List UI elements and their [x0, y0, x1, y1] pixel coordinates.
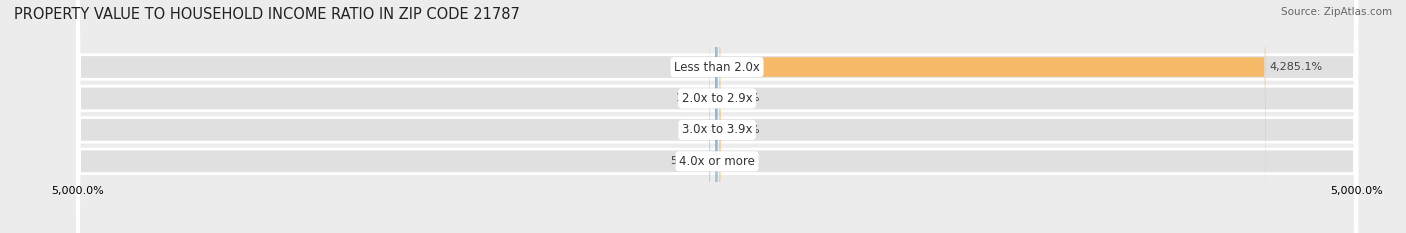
FancyBboxPatch shape — [717, 0, 720, 233]
Text: Source: ZipAtlas.com: Source: ZipAtlas.com — [1281, 7, 1392, 17]
FancyBboxPatch shape — [717, 0, 720, 233]
Text: Less than 2.0x: Less than 2.0x — [673, 61, 761, 74]
Text: 27.7%: 27.7% — [724, 125, 761, 135]
FancyBboxPatch shape — [716, 0, 717, 233]
Text: 16.0%: 16.0% — [676, 62, 711, 72]
FancyBboxPatch shape — [717, 0, 1265, 233]
FancyBboxPatch shape — [77, 0, 1357, 233]
FancyBboxPatch shape — [716, 0, 717, 233]
FancyBboxPatch shape — [717, 0, 721, 233]
Text: 4,285.1%: 4,285.1% — [1270, 62, 1322, 72]
Text: 4.0x or more: 4.0x or more — [679, 155, 755, 168]
Text: 18.6%: 18.6% — [723, 156, 759, 166]
Text: PROPERTY VALUE TO HOUSEHOLD INCOME RATIO IN ZIP CODE 21787: PROPERTY VALUE TO HOUSEHOLD INCOME RATIO… — [14, 7, 520, 22]
Text: 2.0x to 2.9x: 2.0x to 2.9x — [682, 92, 752, 105]
FancyBboxPatch shape — [77, 0, 1357, 233]
Text: 13.8%: 13.8% — [676, 93, 711, 103]
FancyBboxPatch shape — [716, 0, 717, 233]
FancyBboxPatch shape — [710, 0, 717, 233]
Text: 3.0x to 3.9x: 3.0x to 3.9x — [682, 123, 752, 136]
Text: 23.4%: 23.4% — [724, 93, 759, 103]
Text: 11.8%: 11.8% — [676, 125, 711, 135]
Text: 58.5%: 58.5% — [671, 156, 706, 166]
FancyBboxPatch shape — [77, 0, 1357, 233]
FancyBboxPatch shape — [77, 0, 1357, 233]
